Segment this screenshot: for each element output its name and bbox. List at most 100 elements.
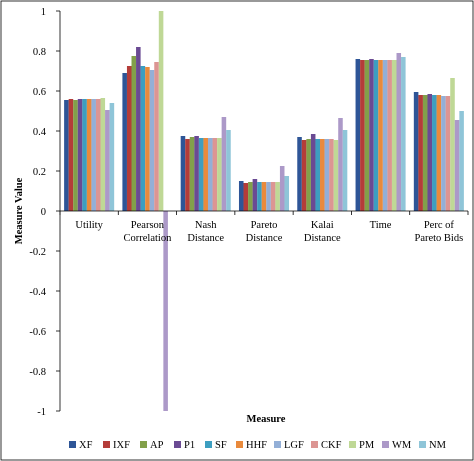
legend-swatch — [349, 441, 356, 448]
legend-entry: AP — [150, 440, 164, 451]
bar — [221, 117, 227, 211]
bar — [131, 56, 137, 211]
bar — [145, 67, 150, 211]
category-label: Perc of — [424, 220, 455, 231]
bar — [338, 118, 343, 211]
bar — [387, 60, 392, 211]
bar — [315, 139, 321, 211]
bar — [310, 134, 316, 211]
y-tick-label: -1 — [37, 407, 46, 418]
category-label: Nash — [195, 220, 217, 231]
x-axis-label: Measure — [247, 414, 286, 425]
legend-swatch — [69, 441, 76, 448]
bar — [91, 99, 96, 211]
legend-entry: NM — [429, 440, 447, 451]
bar — [401, 57, 406, 211]
bar — [333, 140, 339, 211]
bar — [329, 139, 334, 211]
y-tick-label: -0.2 — [29, 247, 46, 258]
legend-swatch — [140, 441, 147, 448]
y-axis: -1 -0.8 -0.6 -0.4 -0.2 0 0.2 0.4 0.6 0.8 1 — [29, 7, 60, 418]
y-tick-label: -0.8 — [29, 367, 46, 378]
bar — [243, 183, 249, 211]
bar — [382, 60, 388, 211]
category-label: Pearson — [131, 220, 165, 231]
category-label: Distance — [246, 233, 283, 244]
legend-entry: WM — [392, 440, 412, 451]
category-label: Distance — [304, 233, 341, 244]
bar — [180, 136, 186, 211]
bar — [261, 182, 267, 211]
category-label: Pareto — [251, 220, 278, 231]
legend-entry: XF — [79, 440, 93, 451]
y-tick-label: 0.6 — [33, 87, 46, 98]
bar — [297, 137, 302, 211]
bar — [207, 138, 213, 211]
legend-entry: CKF — [321, 440, 342, 451]
legend-swatch — [274, 441, 281, 448]
legend-swatch — [311, 441, 318, 448]
bar — [163, 211, 168, 411]
bar — [82, 99, 87, 211]
bar — [396, 53, 402, 211]
y-tick-label: 0.2 — [33, 167, 46, 178]
bar — [445, 96, 451, 211]
category-labels: Utility Pearson Correlation Nash Distance Par… — [59, 211, 469, 244]
legend-swatch — [174, 441, 181, 448]
y-tick-label: 1 — [41, 7, 46, 18]
bar — [422, 95, 428, 211]
bar — [427, 94, 433, 211]
category-label: Utility — [75, 220, 103, 231]
category-label: Correlation — [124, 233, 173, 244]
y-tick-label: 0.4 — [33, 127, 47, 138]
bar — [140, 66, 146, 211]
bar — [459, 111, 464, 211]
bar — [226, 130, 231, 211]
bar — [109, 103, 115, 211]
bar — [324, 139, 330, 211]
bar — [432, 95, 437, 211]
bar — [301, 140, 307, 211]
bar — [364, 60, 370, 211]
bar — [441, 96, 446, 211]
bar — [373, 60, 379, 211]
bar — [158, 11, 164, 211]
category-label: Pareto Bids — [414, 233, 463, 244]
bar — [198, 138, 204, 211]
bar — [413, 92, 419, 211]
y-tick-label: -0.6 — [29, 327, 46, 338]
bar — [86, 99, 92, 211]
category-label: Kalai — [311, 220, 334, 231]
bar — [217, 138, 222, 211]
bar — [270, 182, 276, 211]
y-tick-label: 0 — [41, 207, 46, 218]
bar — [212, 138, 218, 211]
y-axis-label: Measure Value — [14, 177, 25, 244]
category-label: Distance — [187, 233, 224, 244]
y-tick-label: 0.8 — [33, 47, 46, 58]
bar — [77, 99, 83, 211]
y-tick-label: -0.4 — [29, 287, 46, 298]
bar — [185, 139, 190, 211]
bar — [248, 182, 253, 211]
bar — [275, 182, 280, 211]
bar — [284, 176, 290, 211]
bar — [378, 60, 383, 211]
bar — [95, 99, 101, 211]
bar — [126, 66, 132, 211]
bar — [391, 60, 397, 211]
legend-entry: SF — [215, 440, 227, 451]
bar — [73, 100, 78, 211]
legend-entry: PM — [359, 440, 375, 451]
bar — [203, 138, 208, 211]
category-label: Time — [370, 220, 392, 231]
legend-swatch — [205, 441, 212, 448]
bar — [355, 59, 361, 211]
bar — [136, 47, 141, 211]
legend-swatch — [382, 441, 389, 448]
bar — [454, 120, 460, 211]
bar — [154, 62, 159, 211]
legend-entry: P1 — [184, 440, 195, 451]
bar — [279, 166, 285, 211]
bar — [64, 100, 69, 211]
